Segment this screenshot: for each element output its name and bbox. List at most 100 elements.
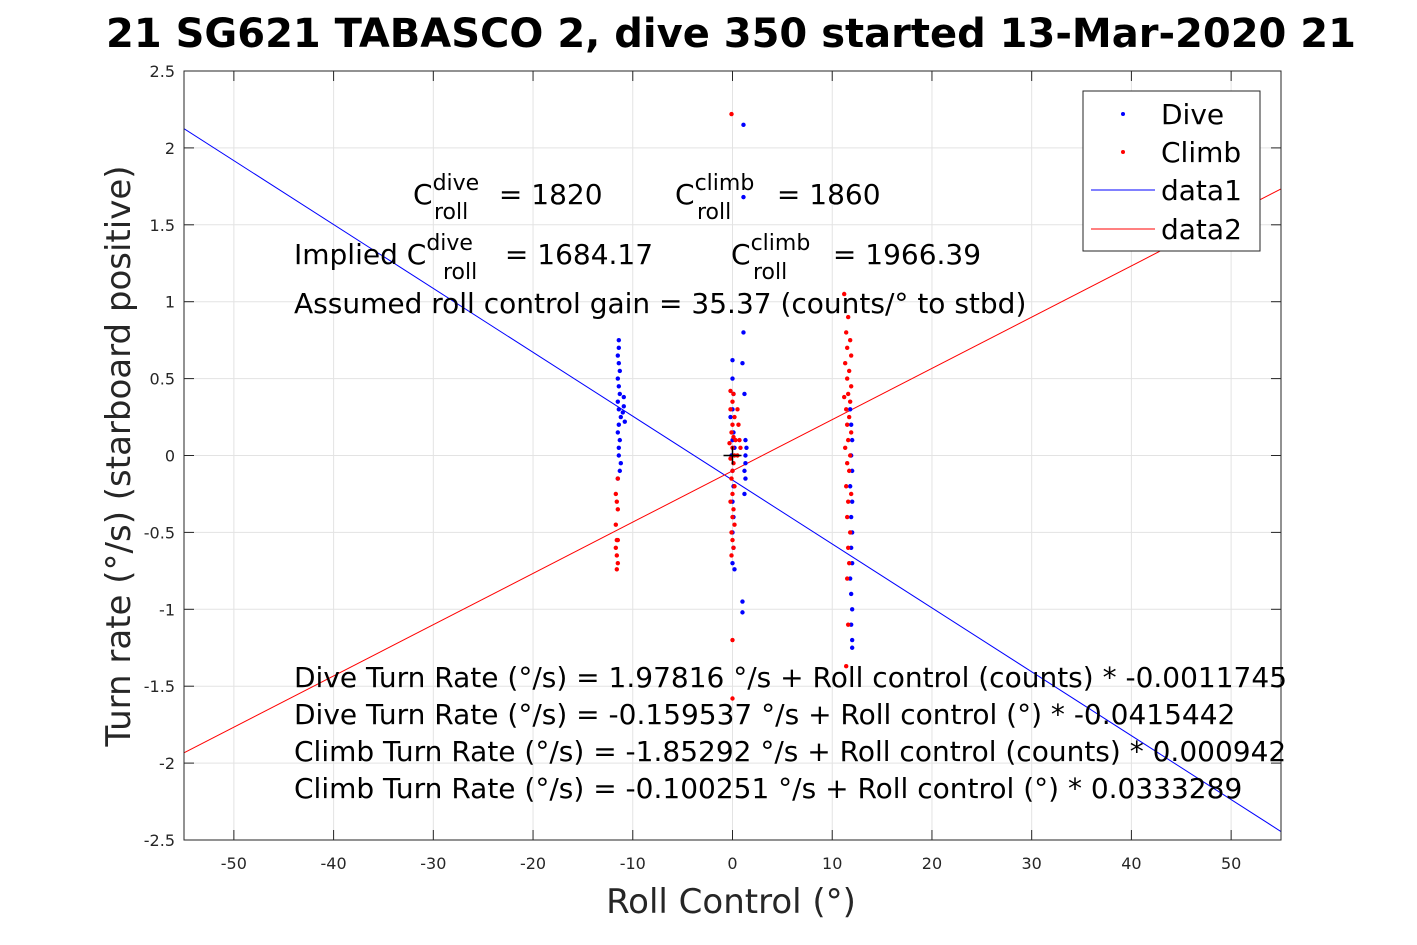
dive-point	[849, 637, 855, 643]
x-ticks: -50 -40 -30 -20 -10 0 10 20 30 40 50	[221, 71, 1241, 873]
implied-dive-sup: dive	[426, 231, 473, 256]
y-tick-label: -2.5	[144, 831, 175, 850]
y-tick-label: -1.5	[144, 677, 175, 696]
x-tick-label: 10	[822, 854, 842, 873]
x-tick-label: -30	[420, 854, 446, 873]
climb-point	[730, 468, 735, 474]
x-tick-label: 30	[1022, 854, 1042, 873]
data-layer	[184, 111, 1281, 832]
c-climb-sub: roll	[697, 200, 731, 225]
y-tick-label: -0.5	[144, 523, 175, 542]
dive-point	[743, 453, 748, 458]
climb-point	[845, 314, 851, 320]
implied-prefix: Implied C	[294, 238, 426, 271]
legend-data1-label: data1	[1161, 174, 1242, 207]
dive-point	[616, 384, 622, 389]
climb-point	[843, 664, 849, 669]
climb-point	[847, 337, 853, 343]
dive-point	[847, 484, 853, 489]
climb-point	[614, 567, 620, 572]
climb-point	[736, 422, 741, 427]
climb-point	[615, 507, 621, 512]
climb-point	[729, 111, 734, 117]
dive-point	[617, 391, 623, 397]
climb-point	[847, 453, 853, 458]
dive-point	[620, 410, 625, 415]
climb-point	[841, 291, 847, 297]
climb-point	[729, 476, 734, 481]
climb-point	[728, 456, 733, 461]
climb-point	[844, 576, 850, 581]
climb-point	[731, 507, 736, 512]
dive-point	[616, 453, 622, 458]
dive-point	[741, 194, 746, 200]
climb-point	[844, 376, 850, 381]
climb-point	[732, 522, 737, 527]
implied-climb-sup: climb	[751, 231, 811, 256]
climb-point	[843, 330, 849, 335]
x-tick-label: 40	[1121, 854, 1141, 873]
dive-point	[621, 404, 626, 409]
climb-point	[845, 622, 851, 627]
dive-point	[622, 419, 627, 424]
dive-point	[615, 399, 621, 404]
climb-point	[842, 445, 848, 451]
climb-point	[732, 414, 737, 420]
dive-point	[616, 445, 622, 451]
legend-dive-marker	[1121, 112, 1125, 116]
dive-point	[744, 445, 749, 451]
gain-annotation: Assumed roll control gain = 35.37 (count…	[294, 287, 1026, 320]
x-tick-label: 50	[1221, 854, 1241, 873]
dive-point	[618, 414, 624, 420]
implied-climb-annotation: Cclimb roll = 1966.39	[731, 231, 981, 285]
dive-point	[617, 368, 623, 374]
climb-point	[729, 530, 734, 535]
climb-point	[728, 407, 733, 412]
y-tick-label: -2	[159, 754, 175, 773]
implied-climb-value: = 1966.39	[824, 238, 981, 271]
climb-point	[730, 537, 735, 543]
climb-point	[846, 414, 852, 420]
climb-point	[848, 491, 854, 497]
chart-title: 21 SG621 TABASCO 2, dive 350 started 13-…	[106, 11, 1356, 57]
climb-point	[613, 491, 619, 497]
dive-point	[728, 414, 733, 420]
dive-point	[730, 560, 735, 566]
dive-point	[743, 476, 748, 481]
dive-point	[849, 607, 855, 612]
implied-dive-value: = 1684.17	[496, 238, 653, 271]
climb-point	[728, 388, 733, 394]
dive-point	[616, 361, 622, 366]
climb-point	[845, 545, 851, 550]
implied-dive-sub: roll	[443, 260, 477, 285]
climb-point	[730, 696, 735, 701]
climb-point	[614, 499, 620, 504]
climb-point	[613, 522, 619, 527]
dive-point	[615, 376, 621, 381]
x-tick-label: -40	[321, 854, 347, 873]
climb-point	[844, 345, 850, 351]
climb-point	[845, 437, 851, 443]
equation-dive-degrees: Dive Turn Rate (°/s) = -0.159537 °/s + R…	[294, 698, 1235, 731]
dive-point	[616, 407, 622, 412]
climb-point	[846, 368, 852, 374]
x-axis-label: Roll Control (°)	[606, 882, 856, 922]
climb-point	[614, 553, 620, 558]
climb-point	[842, 361, 848, 366]
y-tick-label: 0	[165, 447, 175, 466]
climb-point	[844, 422, 850, 427]
equation-climb-counts: Climb Turn Rate (°/s) = -1.85292 °/s + R…	[294, 735, 1286, 768]
axes-box	[183, 70, 1282, 841]
climb-point	[847, 399, 853, 404]
climb-point	[846, 560, 852, 566]
c-dive-sub: roll	[434, 200, 468, 225]
climb-point	[738, 445, 743, 451]
dive-point	[849, 499, 855, 504]
dive-point	[740, 361, 745, 366]
dive-point	[615, 353, 621, 358]
legend: Dive Climb data1 data2	[1082, 90, 1261, 252]
climb-point	[844, 514, 850, 520]
x-tick-label: 20	[922, 854, 942, 873]
climb-point	[844, 460, 850, 466]
